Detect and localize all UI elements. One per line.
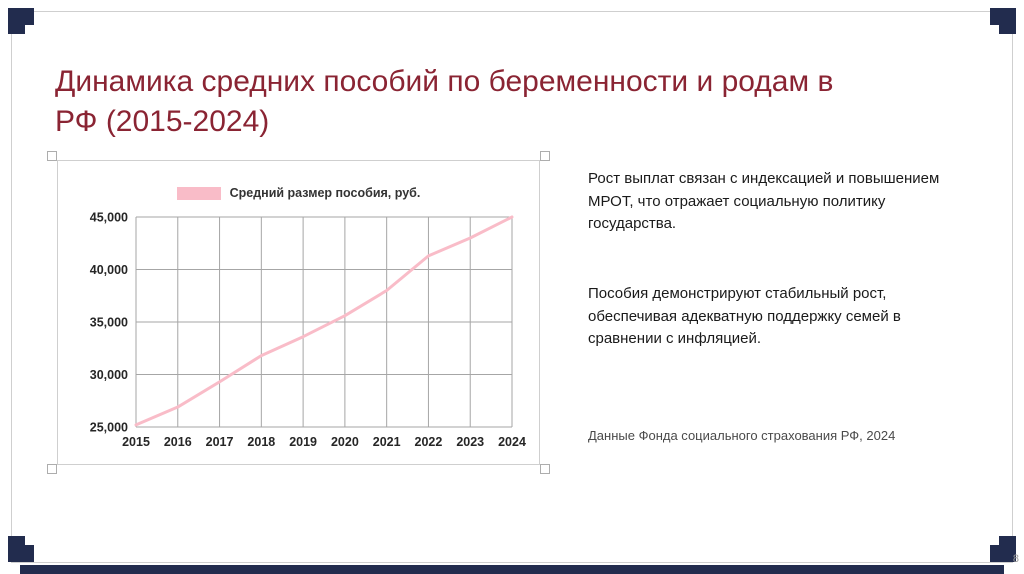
legend-swatch [176, 186, 221, 200]
corner-decoration-bottom-right [990, 536, 1016, 562]
chart-legend: Средний размер пособия, руб. [58, 185, 539, 201]
svg-text:2016: 2016 [164, 435, 192, 449]
corner-decoration-top-left [8, 8, 34, 34]
chart-resize-handle-top-left[interactable] [47, 151, 57, 161]
svg-text:2018: 2018 [247, 435, 275, 449]
corner-decoration-top-right [990, 8, 1016, 34]
chart-resize-handle-top-right[interactable] [540, 151, 550, 161]
note-indexation: Рост выплат связан с индексацией и повыш… [588, 170, 940, 232]
bottom-bar [20, 565, 1004, 574]
corner-decoration-bottom-left [8, 536, 34, 562]
svg-text:40,000: 40,000 [90, 263, 128, 277]
page-title: Динамика средних пособий по беременности… [55, 65, 834, 138]
chart-resize-handle-bottom-right[interactable] [540, 464, 550, 474]
svg-text:2022: 2022 [415, 435, 443, 449]
note-stable-growth: Пособия демонстрируют стабильный рост, о… [588, 285, 901, 347]
svg-text:30,000: 30,000 [90, 368, 128, 382]
svg-text:2021: 2021 [373, 435, 401, 449]
chart-plot-area: 25,000 30,000 35,000 40,000 45,000 2015 2016 20… [90, 211, 526, 450]
svg-text:45,000: 45,000 [90, 211, 128, 225]
legend-label: Средний размер пособия, руб. [229, 186, 421, 200]
benefits-line-chart[interactable]: Средний размер пособия, руб. 25,000 30,00… [47, 151, 550, 474]
chart-resize-handle-bottom-left[interactable] [47, 464, 57, 474]
svg-text:2017: 2017 [206, 435, 234, 449]
svg-text:2024: 2024 [498, 435, 526, 449]
page-number: 8 [1012, 553, 1019, 565]
svg-text:2020: 2020 [331, 435, 359, 449]
svg-text:35,000: 35,000 [90, 316, 128, 330]
svg-text:2023: 2023 [456, 435, 484, 449]
source-note: Данные Фонда социального страхования РФ,… [588, 428, 896, 443]
svg-text:25,000: 25,000 [90, 421, 128, 435]
svg-text:2015: 2015 [122, 435, 150, 449]
svg-text:2019: 2019 [289, 435, 317, 449]
